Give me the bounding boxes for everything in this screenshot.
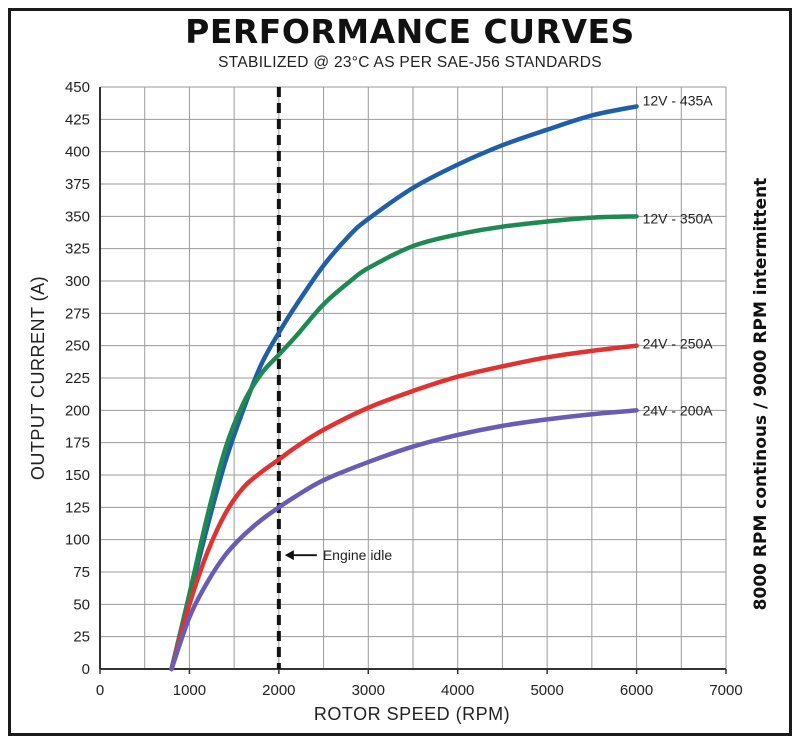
- y-tick-label: 75: [73, 564, 90, 581]
- y-tick-label: 450: [65, 79, 90, 96]
- engine-idle-annotation: Engine idle: [276, 87, 392, 669]
- chart-series: [169, 104, 639, 672]
- y-axis-label: OUTPUT CURRENT (A): [28, 276, 48, 480]
- engine-idle-arrowhead: [284, 550, 294, 561]
- x-tick-label: 6000: [620, 682, 653, 699]
- series-line: [169, 343, 639, 672]
- rpm-rating-note: 8000 RPM continous / 9000 RPM intermitte…: [751, 177, 771, 611]
- y-tick-label: 125: [65, 499, 90, 516]
- y-tick-label: 375: [65, 176, 90, 193]
- y-tick-label: 425: [65, 111, 90, 128]
- y-tick-label: 200: [65, 402, 90, 419]
- y-tick-label: 50: [73, 596, 90, 613]
- y-tick-label: 150: [65, 467, 90, 484]
- y-tick-label: 175: [65, 435, 90, 452]
- x-tick-label: 3000: [352, 682, 385, 699]
- y-tick-label: 100: [65, 532, 90, 549]
- chart-title: PERFORMANCE CURVES: [185, 12, 635, 51]
- series-label: 12V - 350A: [643, 210, 714, 226]
- y-tick-label: 325: [65, 241, 90, 258]
- series-label: 24V - 250A: [643, 336, 714, 352]
- x-tick-label: 7000: [709, 682, 742, 699]
- y-tick-label: 225: [65, 370, 90, 387]
- y-tick-label: 400: [65, 144, 90, 161]
- y-tick-label: 350: [65, 208, 90, 225]
- x-tick-label: 5000: [530, 682, 563, 699]
- chart-grid: [99, 86, 727, 670]
- chart-frame: [8, 8, 792, 736]
- x-axis-label: ROTOR SPEED (RPM): [314, 704, 510, 724]
- x-tick-label: 0: [96, 682, 104, 699]
- series-labels: 12V - 435A 12V - 350A 24V - 250A 24V - 200A: [643, 92, 714, 418]
- y-tick-label: 0: [82, 661, 90, 678]
- y-tick-label: 275: [65, 305, 90, 322]
- x-tick-label: 2000: [262, 682, 295, 699]
- y-tick-label: 25: [73, 629, 90, 646]
- y-axis-ticks: 0 25 50 75 100 125 150 175 200 225 250 275 300 325 350…: [65, 79, 90, 678]
- y-tick-label: 250: [65, 338, 90, 355]
- series-label: 12V - 435A: [643, 92, 714, 108]
- x-axis-ticks: 0 1000 2000 3000 4000 5000 6000 7000: [96, 682, 743, 699]
- engine-idle-label: Engine idle: [323, 547, 392, 563]
- series-line: [169, 408, 639, 672]
- series-label: 24V - 200A: [643, 402, 714, 418]
- series-line: [169, 214, 639, 672]
- x-tick-label: 4000: [441, 682, 474, 699]
- x-tick-label: 1000: [173, 682, 206, 699]
- series-line: [169, 104, 639, 672]
- chart-axes: [99, 87, 727, 674]
- y-tick-label: 300: [65, 273, 90, 290]
- chart-subtitle: STABILIZED @ 23°C AS PER SAE-J56 STANDAR…: [218, 54, 602, 71]
